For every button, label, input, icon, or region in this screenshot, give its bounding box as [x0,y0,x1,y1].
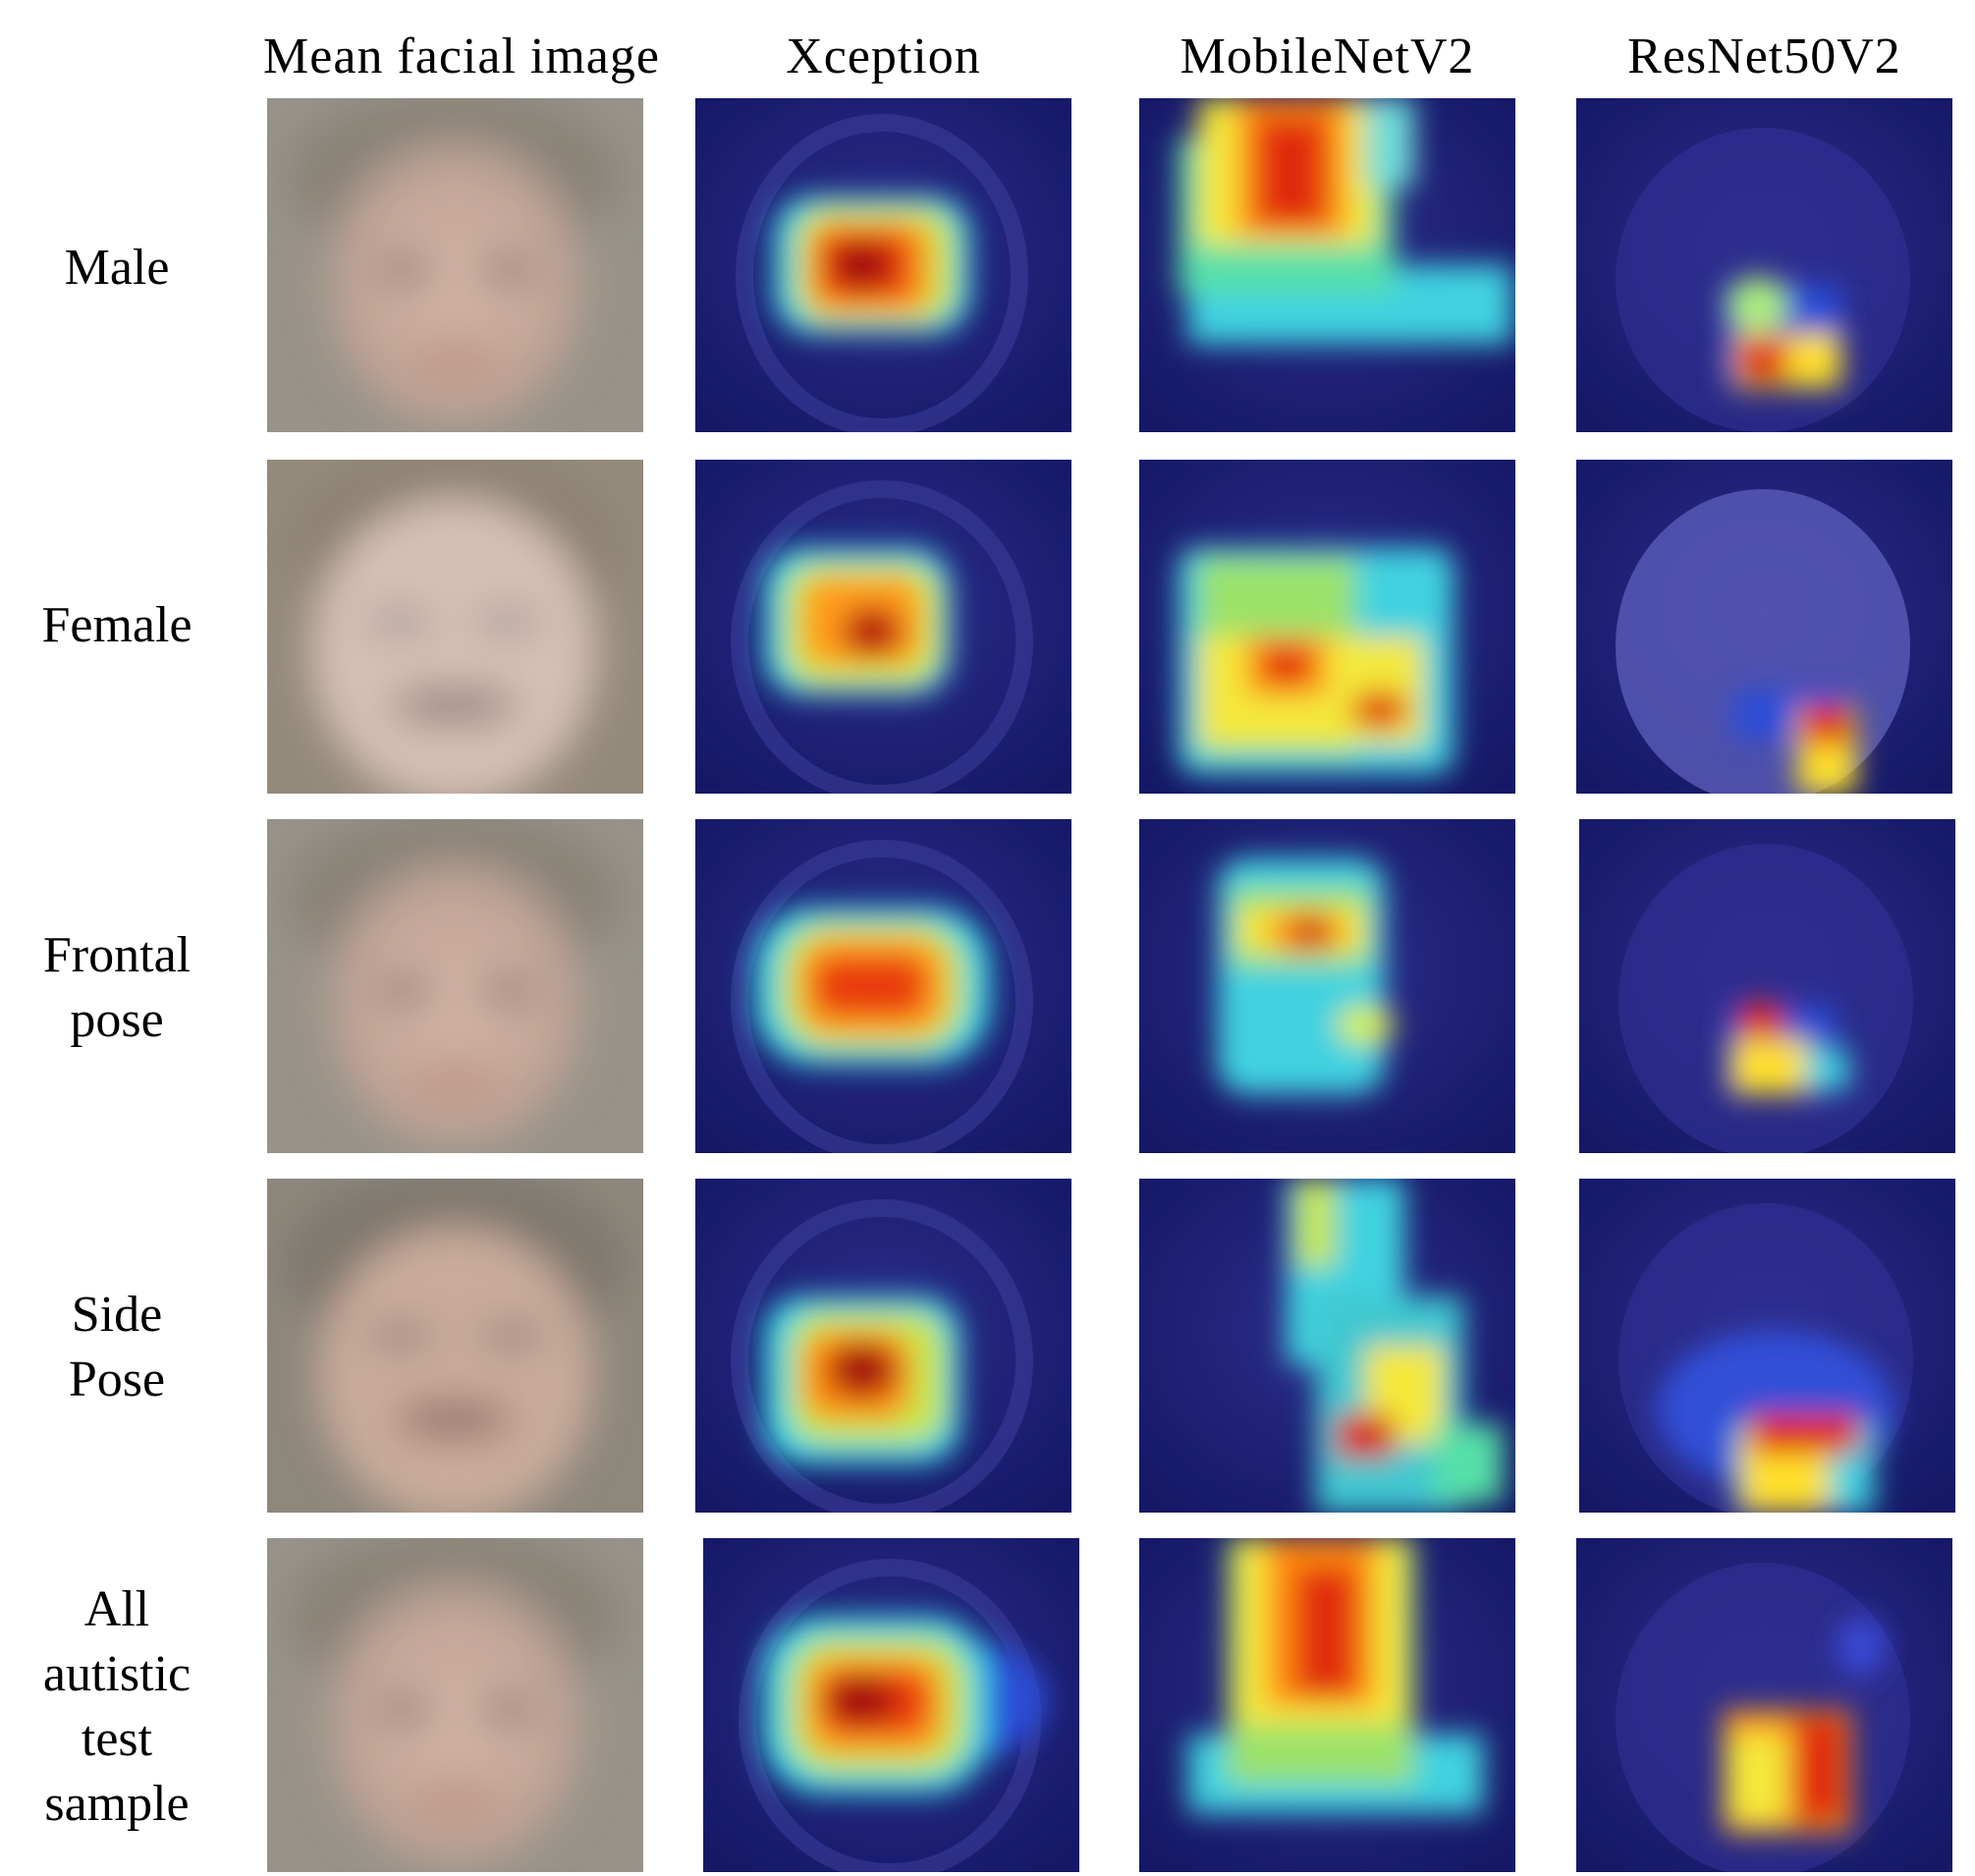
column-header-resnet50v2: ResNet50V2 [1627,28,1901,84]
mean-face-female [267,460,643,794]
heatmap-mobilenetv2-male [1139,98,1515,432]
heatmap-resnet50v2-side-pose [1579,1179,1955,1513]
heatmap-xception-male [695,98,1071,432]
heatmap-mobilenetv2-all-autistic-test-sample [1139,1538,1515,1872]
row-label-line: Side [71,1287,163,1343]
row-label-frontal-pose: Frontal pose [0,923,234,1053]
row-label-line: All [83,1581,150,1637]
row-label-line: test [81,1711,153,1767]
heatmap-mobilenetv2-side-pose [1139,1179,1515,1513]
heatmap-xception-frontal-pose [695,819,1071,1153]
column-header-mobilenetv2: MobileNetV2 [1180,28,1475,84]
row-label-line: Female [41,597,192,653]
row-label-all-autistic-test-sample: All autistic test sample [0,1577,234,1837]
mean-face-male [267,98,643,432]
column-header-mean-facial-image: Mean facial image [263,28,660,84]
heatmap-resnet50v2-male [1576,98,1952,432]
heatmap-xception-all-autistic-test-sample [703,1538,1079,1872]
heatmap-resnet50v2-female [1576,460,1952,794]
row-label-line: Male [64,240,170,296]
mean-face-frontal-pose [267,819,643,1153]
row-label-male: Male [0,236,234,301]
row-label-line: sample [44,1776,190,1832]
heatmap-mobilenetv2-frontal-pose [1139,819,1515,1153]
heatmap-resnet50v2-frontal-pose [1579,819,1955,1153]
row-label-line: Pose [68,1352,166,1407]
heatmap-xception-female [695,460,1071,794]
row-label-line: autistic [42,1646,192,1702]
row-label-female: Female [0,593,234,658]
column-header-xception: Xception [786,28,981,84]
mean-face-side-pose [267,1179,643,1513]
row-label-line: Frontal [42,927,192,983]
heatmap-resnet50v2-all-autistic-test-sample [1576,1538,1952,1872]
row-label-line: pose [70,992,164,1048]
row-label-side-pose: Side Pose [0,1283,234,1412]
heatmap-mobilenetv2-female [1139,460,1515,794]
heatmap-xception-side-pose [695,1179,1071,1513]
mean-face-all-autistic-test-sample [267,1538,643,1872]
